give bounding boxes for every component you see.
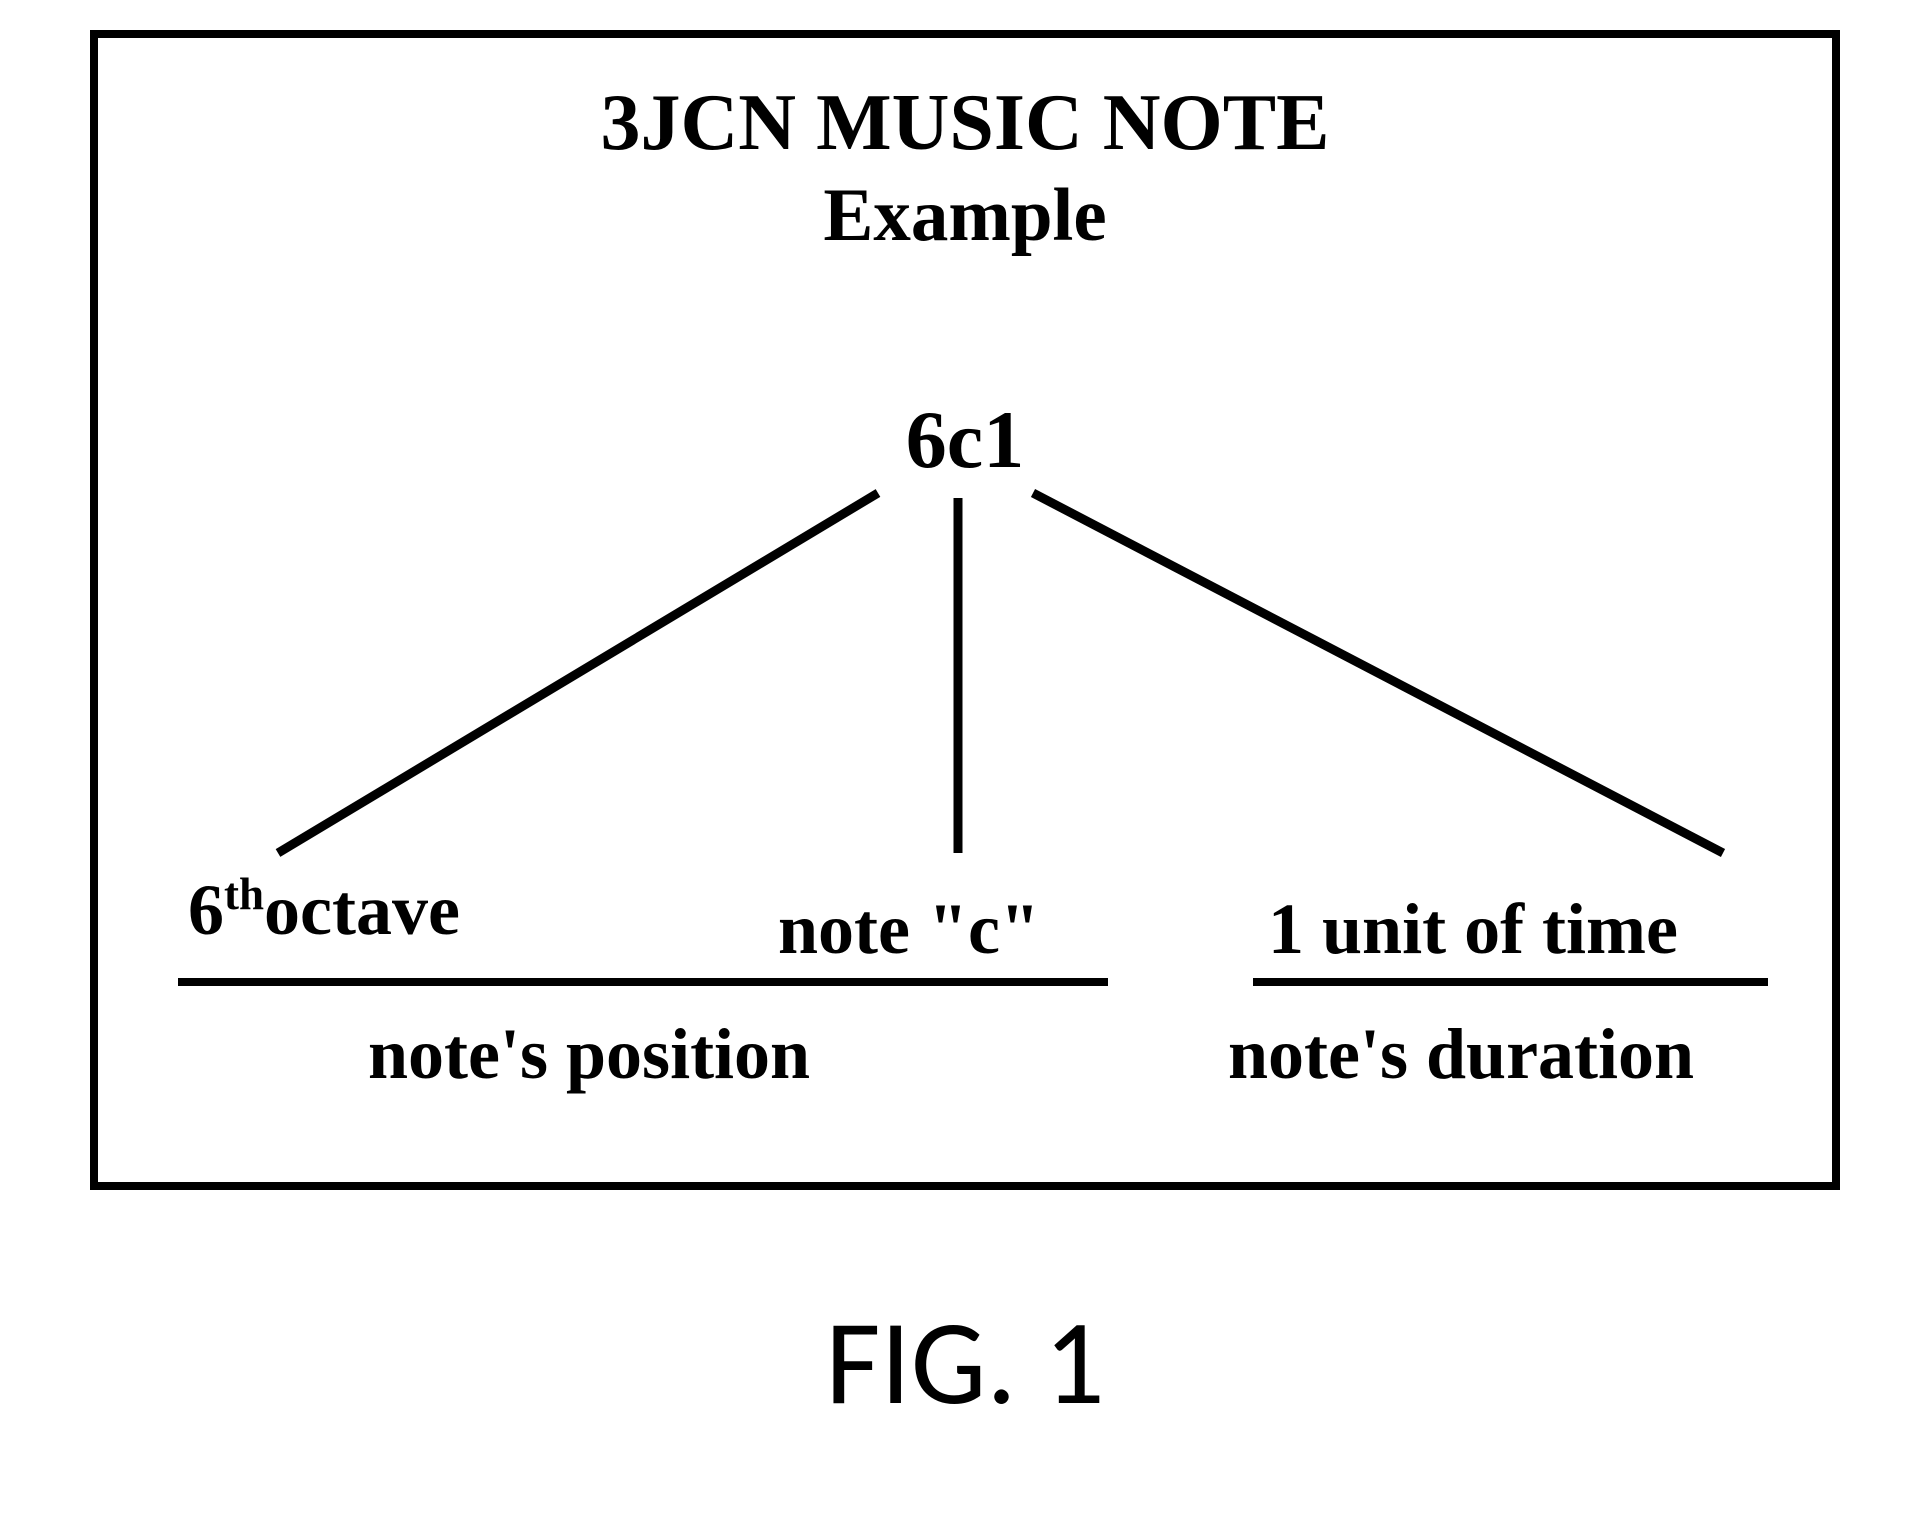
sublabel-position: note's position — [368, 1013, 810, 1096]
figure-caption: FIG. 1 — [0, 1290, 1930, 1436]
octave-number: 6 — [188, 870, 224, 950]
leaf-note: note "c" — [778, 888, 1040, 971]
underline-position — [178, 978, 1108, 986]
underline-duration — [1253, 978, 1768, 986]
line-to-duration — [1033, 493, 1723, 853]
octave-superscript: th — [224, 869, 264, 919]
figure-container: 3JCN MUSIC NOTE Example 6c1 6thoctave no… — [90, 30, 1840, 1190]
leaf-duration: 1 unit of time — [1268, 888, 1678, 971]
octave-word: octave — [264, 870, 460, 950]
sublabel-duration: note's duration — [1228, 1013, 1694, 1096]
title-line-1: 3JCN MUSIC NOTE — [98, 78, 1832, 169]
line-to-octave — [278, 493, 878, 853]
center-code: 6c1 — [98, 393, 1832, 487]
diagram-box: 3JCN MUSIC NOTE Example 6c1 6thoctave no… — [90, 30, 1840, 1190]
title-line-2: Example — [98, 173, 1832, 259]
leaf-octave: 6thoctave — [188, 868, 460, 952]
